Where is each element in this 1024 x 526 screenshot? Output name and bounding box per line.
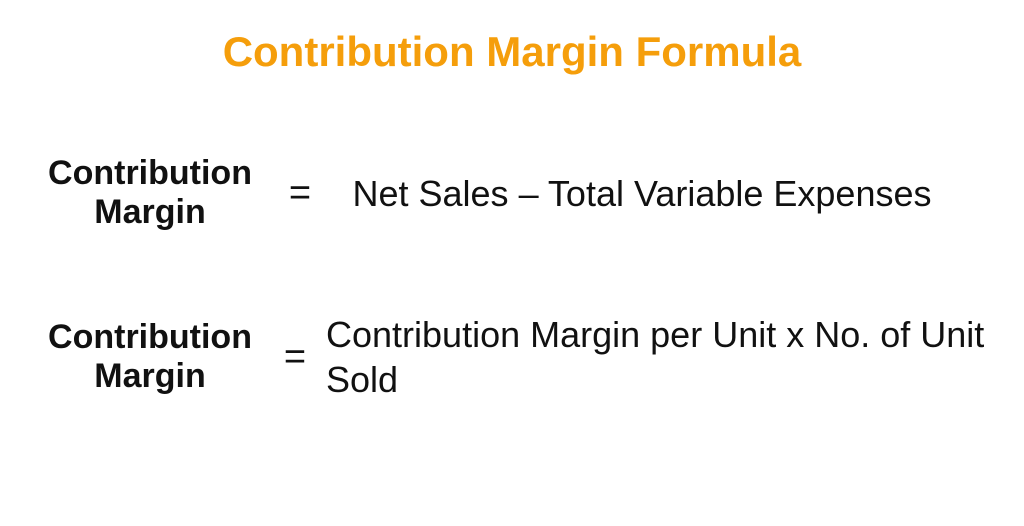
- formula2-rhs: Contribution Margin per Unit x No. of Un…: [320, 312, 994, 402]
- page-title: Contribution Margin Formula: [0, 0, 1024, 76]
- formula1-lhs-line1: Contribution: [30, 154, 270, 193]
- formula1-equals: =: [270, 172, 330, 215]
- formula1-lhs-line2: Margin: [30, 193, 270, 232]
- formula-row-2: Contribution Margin = Contribution Margi…: [0, 312, 1024, 402]
- formula2-lhs: Contribution Margin: [30, 318, 270, 396]
- formula1-lhs: Contribution Margin: [30, 154, 270, 232]
- formula2-equals: =: [270, 336, 320, 379]
- formula2-lhs-line1: Contribution: [30, 318, 270, 357]
- formula1-rhs: Net Sales – Total Variable Expenses: [330, 171, 994, 216]
- formula2-lhs-line2: Margin: [30, 357, 270, 396]
- formula-row-1: Contribution Margin = Net Sales – Total …: [0, 154, 1024, 232]
